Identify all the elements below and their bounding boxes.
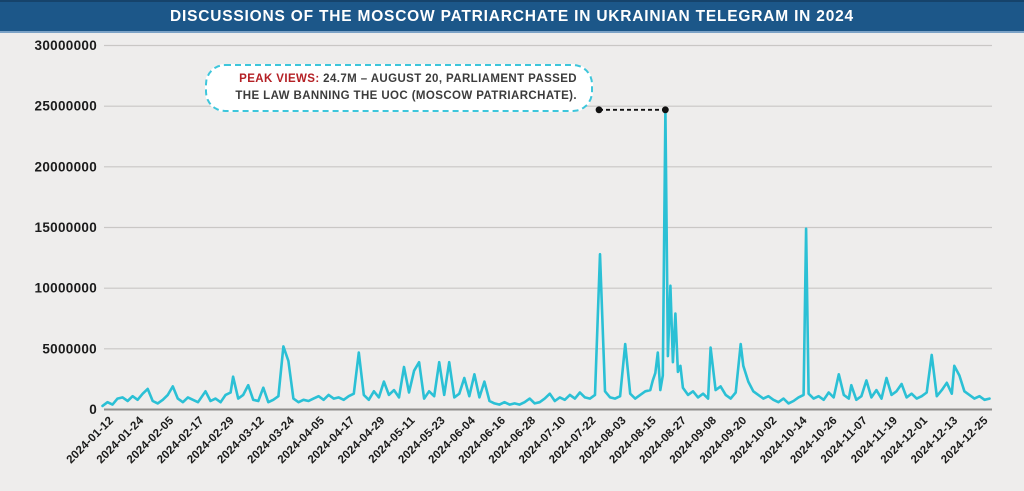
data-line-views <box>101 108 991 408</box>
y-axis-tick-label: 15000000 <box>35 220 97 235</box>
y-axis-tick-label: 0 <box>89 402 97 417</box>
peak-annotation-callout: PEAK VIEWS: 24.7M – AUGUST 20, PARLIAMEN… <box>205 64 593 112</box>
y-axis-tick-label: 25000000 <box>35 99 97 114</box>
connector-dot-end <box>661 106 669 114</box>
y-axis-tick-label: 20000000 <box>35 159 97 174</box>
peak-annotation-text: PEAK VIEWS: 24.7M – AUGUST 20, PARLIAMEN… <box>223 71 577 104</box>
connector-dot-start <box>595 106 603 114</box>
y-axis-tick-label: 5000000 <box>42 341 97 356</box>
chart-title-bar: DISCUSSIONS OF THE MOSCOW PATRIARCHATE I… <box>0 0 1024 33</box>
chart-title: DISCUSSIONS OF THE MOSCOW PATRIARCHATE I… <box>170 7 854 25</box>
peak-annotation-description: 24.7M – AUGUST 20, PARLIAMENT PASSED THE… <box>235 73 577 102</box>
y-axis-tick-label: 10000000 <box>35 281 97 296</box>
y-axis-tick-label: 30000000 <box>35 38 97 53</box>
peak-annotation-label: PEAK VIEWS: <box>239 73 320 86</box>
